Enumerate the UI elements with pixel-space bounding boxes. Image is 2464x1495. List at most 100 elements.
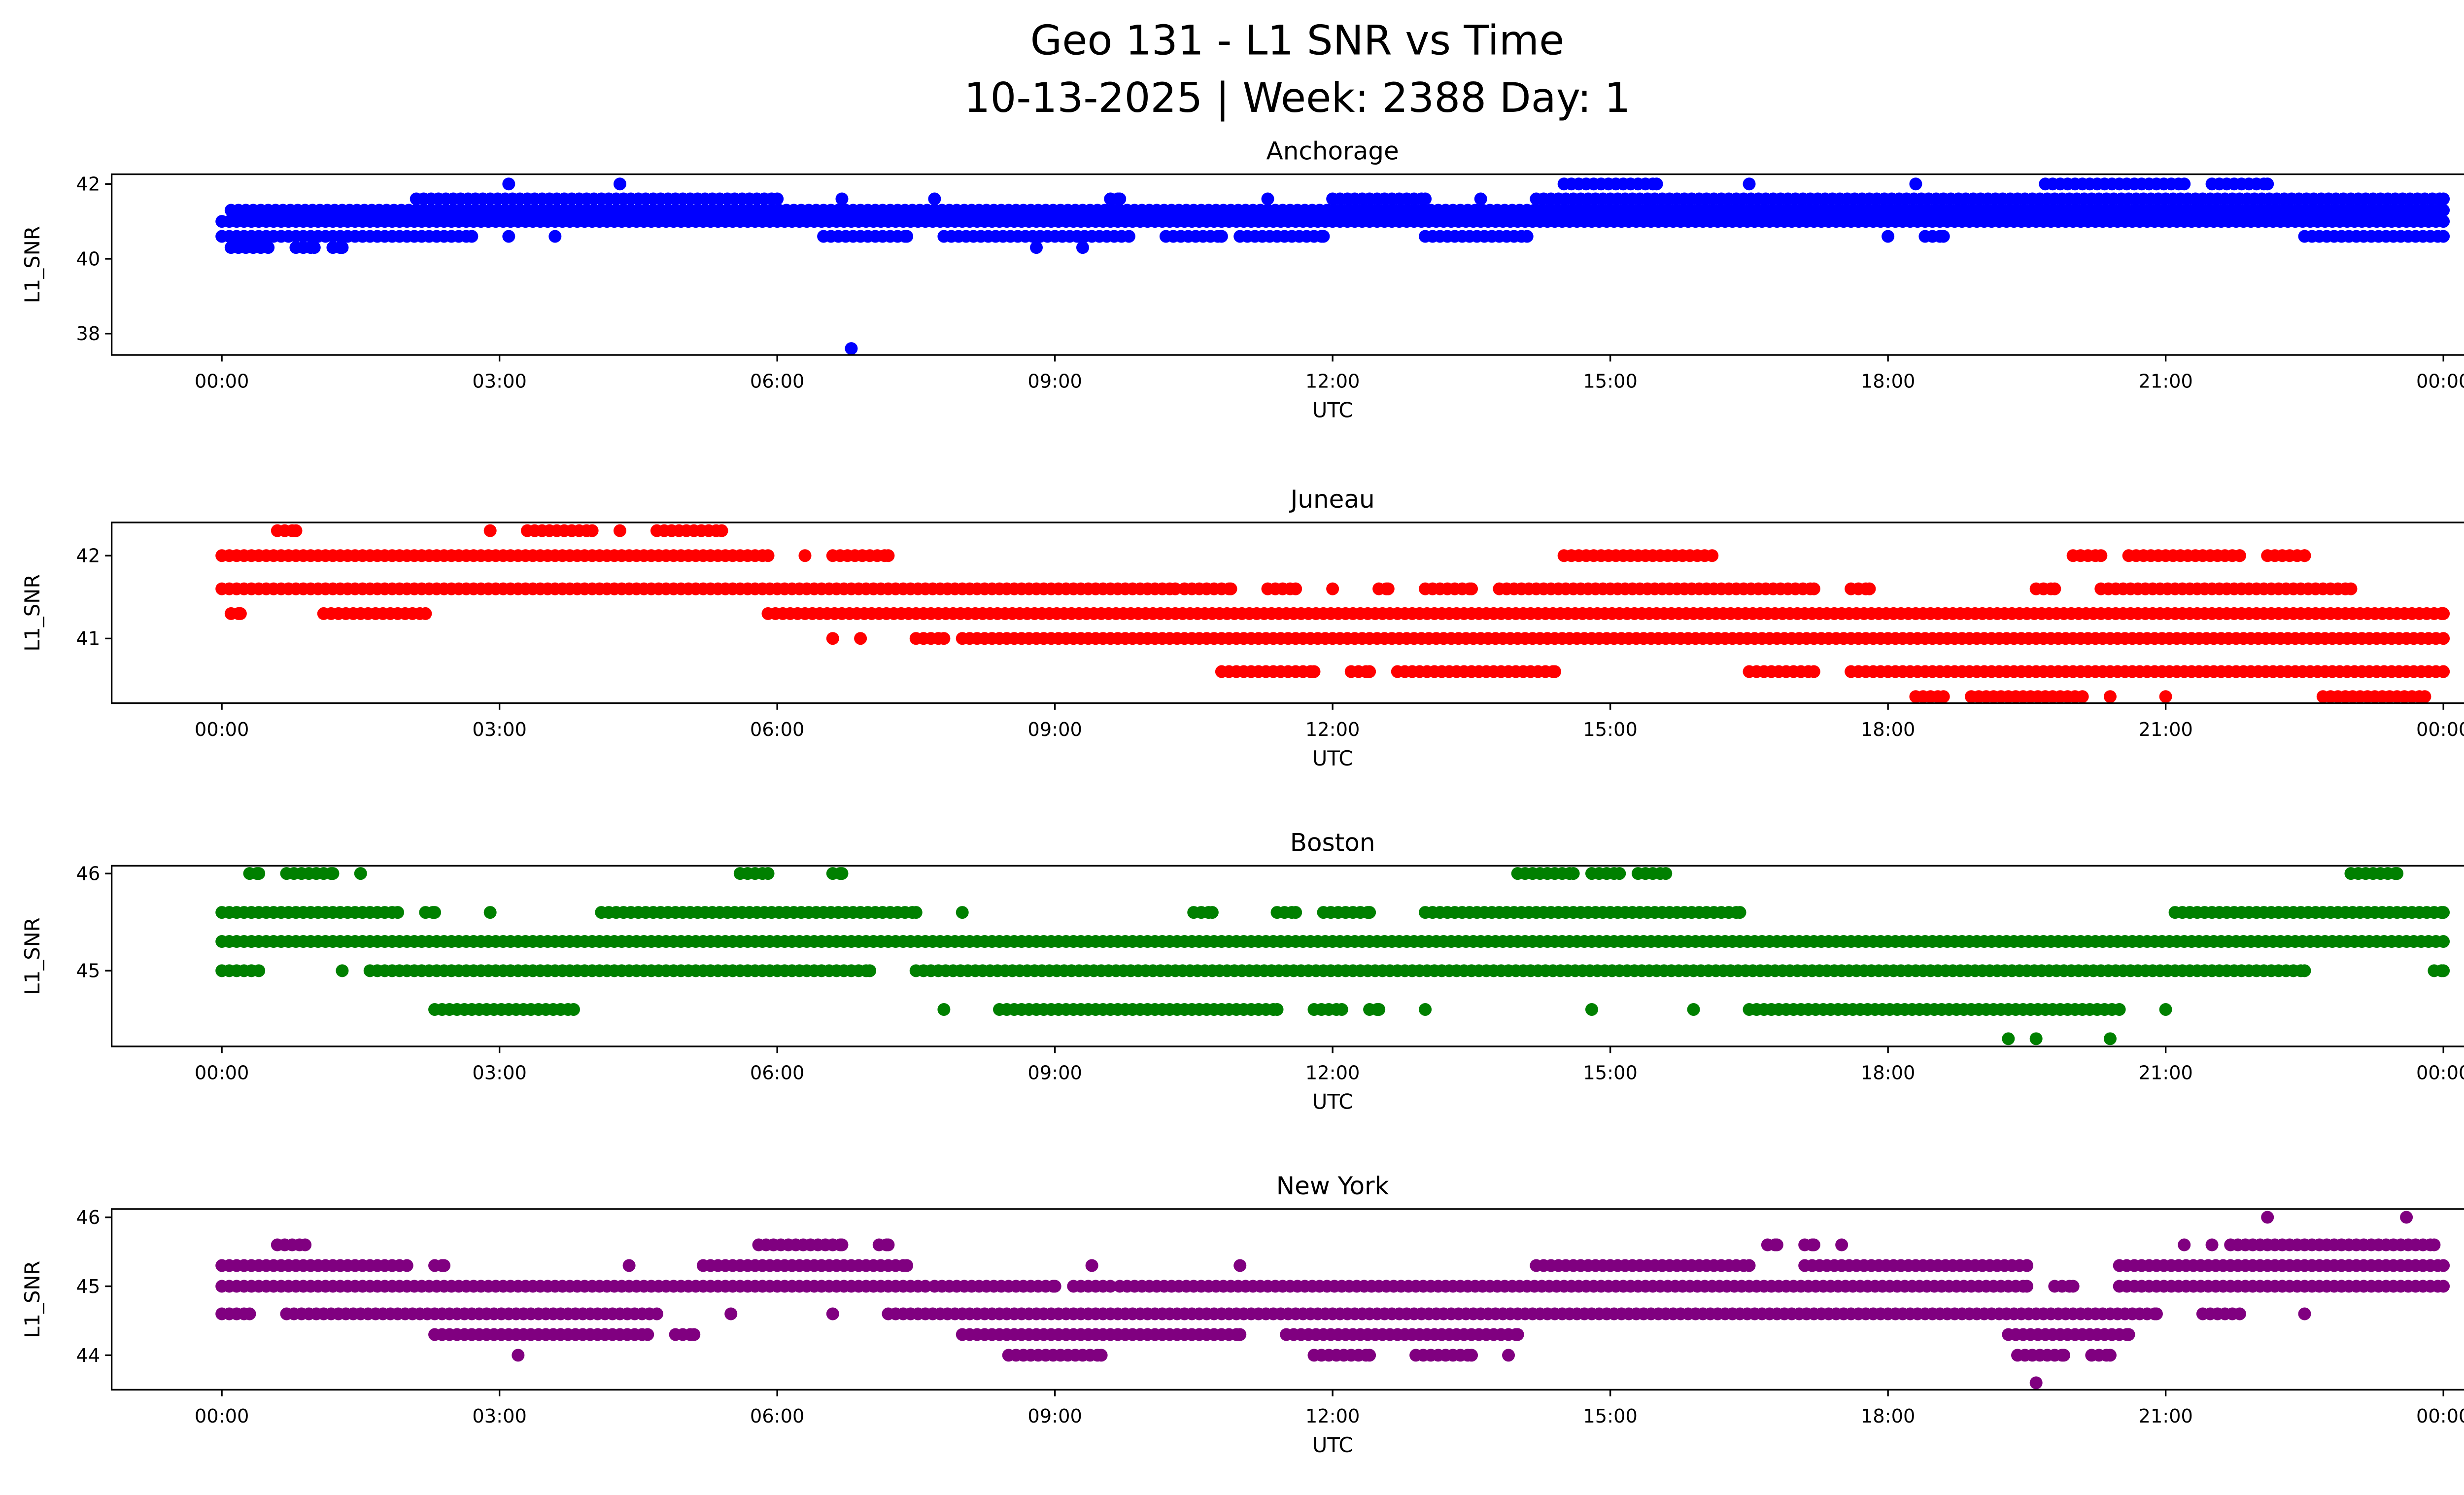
data-point bbox=[2178, 177, 2191, 191]
data-point bbox=[2048, 582, 2061, 595]
data-point bbox=[909, 906, 923, 919]
data-point bbox=[1743, 177, 1756, 191]
data-point bbox=[1419, 192, 1432, 206]
data-point bbox=[854, 632, 867, 645]
data-point bbox=[1372, 1003, 1386, 1016]
data-point bbox=[1270, 1003, 1284, 1016]
data-point bbox=[1733, 906, 1746, 919]
x-tick-label: 21:00 bbox=[2138, 371, 2192, 393]
data-point bbox=[687, 1328, 701, 1341]
x-tick-label: 12:00 bbox=[1305, 719, 1360, 741]
subplot-new-york: New York 00:00 03:00 06:00 09:00 12:00 15:00 18… bbox=[20, 1172, 2464, 1457]
x-tick-label: 00:00 bbox=[195, 1405, 249, 1427]
data-point bbox=[1863, 582, 1876, 595]
x-tick-label: 00:00 bbox=[195, 1062, 249, 1084]
data-point bbox=[1687, 1003, 1700, 1016]
data-point bbox=[1326, 582, 1339, 595]
data-point bbox=[1085, 1259, 1098, 1272]
data-point bbox=[585, 524, 599, 537]
data-point bbox=[465, 230, 479, 243]
x-tick-label: 09:00 bbox=[1027, 371, 1082, 393]
subplot-title: Juneau bbox=[1289, 485, 1375, 514]
subplot-juneau: Juneau 00:00 03:00 06:00 09:00 12:00 15:00 18:0… bbox=[20, 485, 2464, 770]
data-point bbox=[391, 906, 405, 919]
subplot-title: New York bbox=[1276, 1172, 1389, 1200]
y-tick-label: 38 bbox=[76, 323, 101, 345]
data-point bbox=[2002, 1032, 2015, 1045]
data-point bbox=[826, 1307, 839, 1321]
y-axis-label: L1_SNR bbox=[20, 226, 44, 303]
data-point bbox=[724, 1307, 738, 1321]
data-point bbox=[1307, 665, 1321, 678]
y-tick-label: 45 bbox=[76, 960, 101, 982]
data-point bbox=[1937, 690, 1950, 703]
data-point bbox=[2159, 690, 2172, 703]
data-point bbox=[835, 867, 849, 880]
data-point bbox=[2437, 607, 2450, 620]
data-point bbox=[835, 1238, 849, 1252]
data-point bbox=[1076, 241, 1089, 254]
data-point bbox=[1474, 192, 1487, 206]
data-point bbox=[2057, 1349, 2070, 1362]
data-point bbox=[1122, 230, 1135, 243]
data-point bbox=[336, 964, 349, 977]
data-point bbox=[928, 192, 941, 206]
data-point bbox=[308, 241, 321, 254]
data-point bbox=[2020, 1280, 2034, 1293]
data-point bbox=[2437, 1259, 2450, 1272]
data-point bbox=[2066, 1280, 2080, 1293]
y-tick-label: 40 bbox=[76, 248, 101, 270]
x-tick-label: 03:00 bbox=[472, 1405, 526, 1427]
data-point bbox=[761, 549, 775, 562]
data-point bbox=[1095, 1349, 1108, 1362]
data-point bbox=[919, 1280, 932, 1293]
data-point bbox=[1465, 582, 1478, 595]
x-tick-label: 18:00 bbox=[1861, 1405, 1915, 1427]
data-point bbox=[1585, 1003, 1598, 1016]
data-point bbox=[1613, 867, 1626, 880]
data-point bbox=[2428, 1238, 2441, 1252]
subplot-anchorage: Anchorage 00:00 03:00 06:00 09:00 12:00 15:00 1… bbox=[20, 137, 2464, 422]
data-point bbox=[2418, 690, 2431, 703]
data-point bbox=[1261, 192, 1274, 206]
data-point bbox=[1215, 230, 1228, 243]
data-point bbox=[2298, 549, 2311, 562]
data-point bbox=[2261, 177, 2274, 191]
x-tick-label: 03:00 bbox=[472, 1062, 526, 1084]
figure-subtitle: 10-13-2025 | Week: 2388 Day: 1 bbox=[964, 74, 1630, 122]
x-tick-label: 15:00 bbox=[1583, 1405, 1637, 1427]
data-point bbox=[2298, 964, 2311, 977]
y-tick-label: 44 bbox=[76, 1345, 101, 1367]
data-point bbox=[641, 1328, 654, 1341]
data-point bbox=[835, 192, 849, 206]
data-point bbox=[2437, 204, 2450, 217]
x-tick-label: 03:00 bbox=[472, 719, 526, 741]
data-point bbox=[2150, 1307, 2163, 1321]
data-point bbox=[937, 632, 951, 645]
data-point bbox=[2159, 1003, 2172, 1016]
data-point bbox=[299, 1238, 312, 1252]
data-point bbox=[2103, 690, 2117, 703]
data-point bbox=[1048, 1280, 1061, 1293]
data-point bbox=[1317, 230, 1330, 243]
x-tick-label: 12:00 bbox=[1305, 1062, 1360, 1084]
y-tick-label: 41 bbox=[76, 628, 101, 650]
data-point bbox=[2261, 1211, 2274, 1224]
x-axis-label: UTC bbox=[1312, 1433, 1353, 1457]
data-point bbox=[1502, 1349, 1515, 1362]
data-point bbox=[1567, 867, 1580, 880]
data-point bbox=[2437, 230, 2450, 243]
data-point bbox=[336, 241, 349, 254]
data-point bbox=[956, 906, 969, 919]
data-point bbox=[1706, 549, 1719, 562]
y-tick-label: 45 bbox=[76, 1276, 101, 1298]
data-point bbox=[1224, 582, 1237, 595]
data-point bbox=[400, 1259, 413, 1272]
y-axis-label: L1_SNR bbox=[20, 917, 44, 995]
x-tick-label: 06:00 bbox=[750, 719, 804, 741]
data-point bbox=[2437, 1280, 2450, 1293]
x-tick-label: 09:00 bbox=[1027, 719, 1082, 741]
data-point bbox=[502, 177, 515, 191]
data-point bbox=[613, 524, 626, 537]
